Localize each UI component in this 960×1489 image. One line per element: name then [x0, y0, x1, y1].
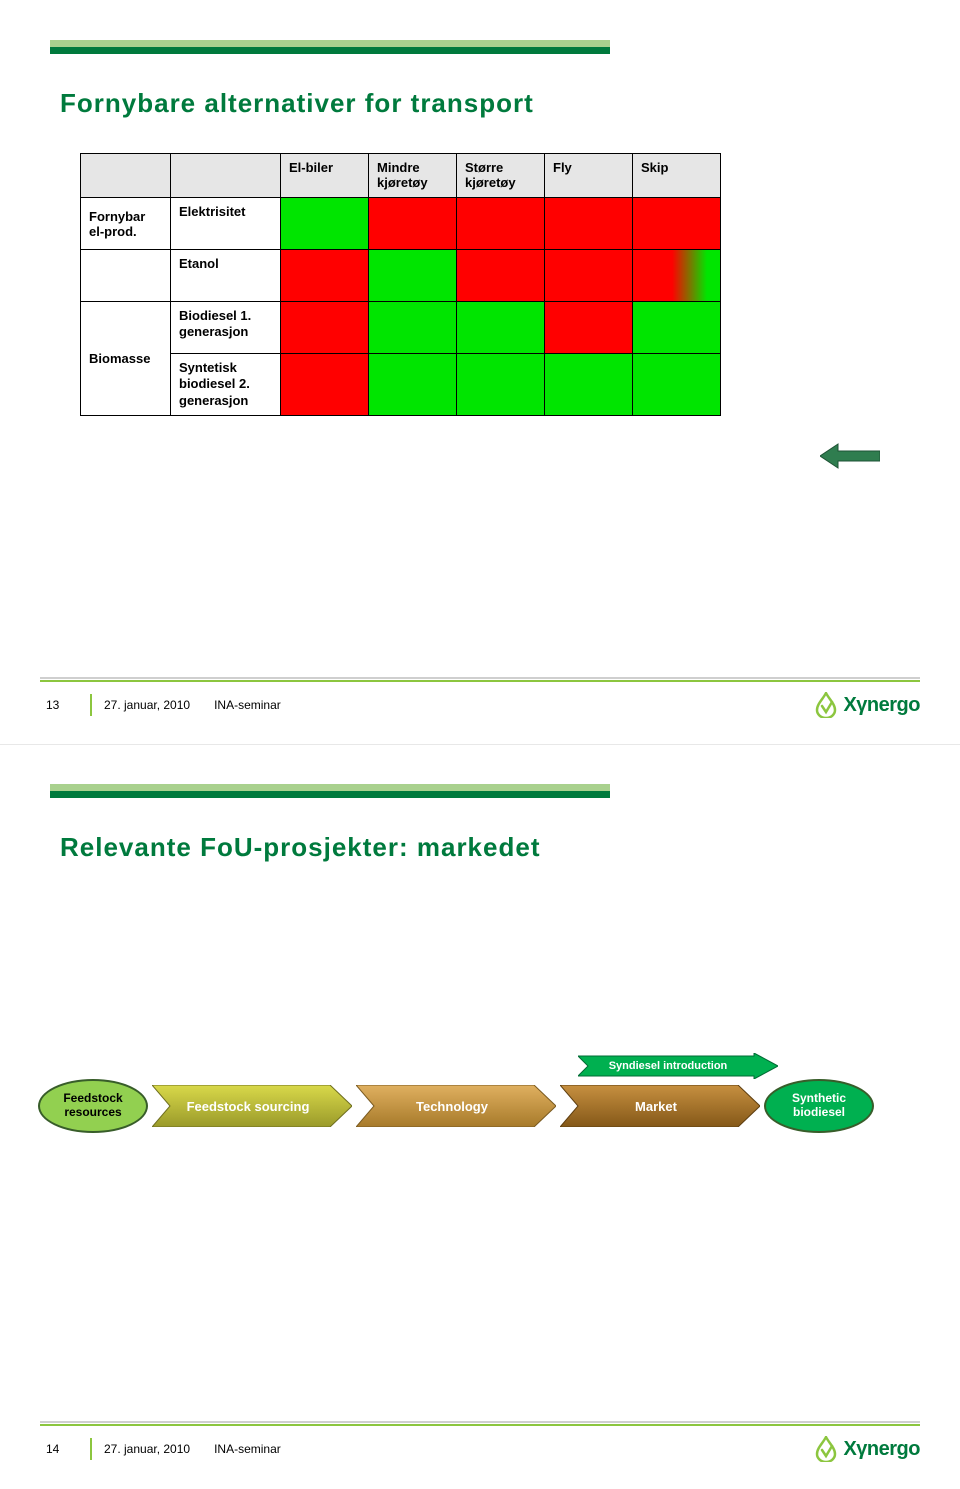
matrix-header-row: El-biler Mindre kjøretøy Større kjøretøy… — [81, 154, 721, 198]
matrix-cell — [633, 250, 721, 302]
matrix-cell — [633, 302, 721, 354]
matrix-cell — [457, 354, 545, 416]
matrix-corner — [81, 154, 171, 198]
footer-line-green — [40, 1424, 920, 1426]
intro-arrow: Syndiesel introduction — [578, 1053, 778, 1084]
matrix-cell — [545, 354, 633, 416]
ellipse-label: Feedstock resources — [40, 1092, 146, 1120]
row-group-label: Biomasse — [81, 302, 171, 416]
matrix-row: BiomasseBiodiesel 1. generasjon — [81, 302, 721, 354]
row-group-label: Fornybar el-prod. — [81, 198, 171, 250]
footer-date: 27. januar, 2010 — [104, 1442, 190, 1456]
matrix-cell — [281, 302, 369, 354]
row-label: Etanol — [171, 250, 281, 302]
logo-text: Xγnergo — [843, 694, 920, 717]
matrix-cell — [281, 354, 369, 416]
top-bar-light — [50, 784, 610, 791]
row-label: Syntetisk biodiesel 2. generasjon — [171, 354, 281, 416]
matrix-row: Syntetisk biodiesel 2. generasjon — [81, 354, 721, 416]
top-bar-dark — [50, 791, 610, 798]
footer-row: 13 27. januar, 2010 INA-seminar Xγnergo — [40, 692, 920, 718]
matrix-cell — [545, 302, 633, 354]
chevron-technology: Technology — [356, 1085, 556, 1127]
matrix-cell — [281, 250, 369, 302]
footer-label: INA-seminar — [214, 698, 281, 712]
ellipse-feedstock-resources: Feedstock resources — [38, 1079, 148, 1133]
footer-date: 27. januar, 2010 — [104, 698, 190, 712]
row-group-label — [81, 250, 171, 302]
matrix-cell — [545, 250, 633, 302]
matrix-row: Etanol — [81, 250, 721, 302]
slide-title: Relevante FoU-prosjekter: markedet — [60, 832, 900, 863]
logo-text: Xγnergo — [843, 1438, 920, 1461]
slide-footer: 13 27. januar, 2010 INA-seminar Xγnergo — [40, 677, 920, 718]
matrix-cell — [633, 198, 721, 250]
chevron-label: Technology — [416, 1099, 488, 1114]
top-accent-bar — [50, 784, 610, 798]
footer-row: 14 27. januar, 2010 INA-seminar Xγnergo — [40, 1436, 920, 1462]
matrix-cell — [369, 250, 457, 302]
top-bar-light — [50, 40, 610, 47]
page-number: 13 — [40, 698, 86, 712]
chevron-feedstock-sourcing: Feedstock sourcing — [152, 1085, 352, 1127]
drop-icon — [815, 1436, 837, 1462]
drop-icon — [815, 692, 837, 718]
matrix-cell — [457, 198, 545, 250]
matrix-cell — [369, 354, 457, 416]
footer-divider — [90, 694, 92, 716]
page-number: 14 — [40, 1442, 86, 1456]
slide-footer: 14 27. januar, 2010 INA-seminar Xγnergo — [40, 1421, 920, 1462]
matrix-corner — [171, 154, 281, 198]
footer-line-grey — [40, 677, 920, 679]
arrow-left-icon — [820, 444, 880, 468]
intro-arrow-label: Syndiesel introduction — [578, 1053, 758, 1079]
slide-1: Fornybare alternativer for transport El-… — [0, 0, 960, 744]
slide-2: Relevante FoU-prosjekter: markedet Syndi… — [0, 744, 960, 1488]
matrix-cell — [457, 302, 545, 354]
footer-line-green — [40, 680, 920, 682]
top-bar-dark — [50, 47, 610, 54]
matrix-cell — [281, 198, 369, 250]
matrix-cell — [369, 302, 457, 354]
ellipse-synthetic-biodiesel: Synthetic biodiesel — [764, 1079, 874, 1133]
matrix-cell — [369, 198, 457, 250]
top-accent-bar — [50, 40, 610, 54]
brand-logo: Xγnergo — [815, 1436, 920, 1462]
transport-matrix: El-biler Mindre kjøretøy Større kjøretøy… — [80, 153, 721, 416]
brand-logo: Xγnergo — [815, 692, 920, 718]
chevron-label: Feedstock sourcing — [187, 1099, 310, 1114]
matrix-row: Fornybar el-prod.Elektrisitet — [81, 198, 721, 250]
col-header: Større kjøretøy — [457, 154, 545, 198]
row-label: Biodiesel 1. generasjon — [171, 302, 281, 354]
footer-line-grey — [40, 1421, 920, 1423]
chevron-market: Market — [560, 1085, 760, 1127]
slide-title: Fornybare alternativer for transport — [60, 88, 900, 119]
chevron-label: Market — [635, 1099, 677, 1114]
highlight-arrow — [820, 442, 880, 470]
col-header: Mindre kjøretøy — [369, 154, 457, 198]
col-header: Skip — [633, 154, 721, 198]
matrix-cell — [633, 354, 721, 416]
footer-label: INA-seminar — [214, 1442, 281, 1456]
matrix-cell — [457, 250, 545, 302]
value-chain-flow: Syndiesel introduction Feedstock resourc… — [60, 1063, 900, 1183]
footer-divider — [90, 1438, 92, 1460]
col-header: El-biler — [281, 154, 369, 198]
matrix-cell — [545, 198, 633, 250]
col-header: Fly — [545, 154, 633, 198]
row-label: Elektrisitet — [171, 198, 281, 250]
ellipse-label: Synthetic biodiesel — [766, 1092, 872, 1120]
